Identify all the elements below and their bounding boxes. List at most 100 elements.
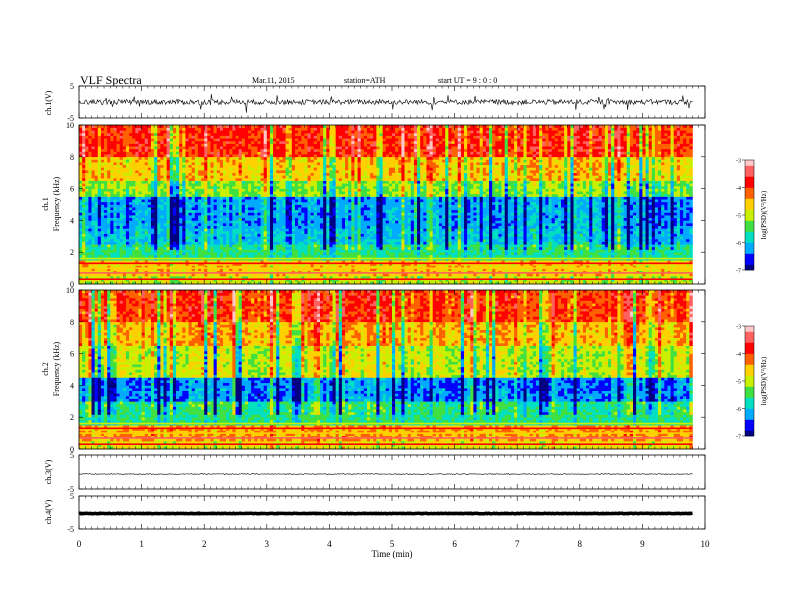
psd-cell bbox=[232, 268, 236, 272]
psd-cell bbox=[535, 268, 540, 272]
psd-cell bbox=[226, 228, 230, 232]
psd-cell bbox=[110, 244, 114, 248]
psd-cell bbox=[348, 260, 352, 264]
psd-cell bbox=[298, 249, 302, 253]
psd-cell bbox=[611, 252, 615, 256]
psd-cell bbox=[586, 268, 590, 272]
psd-cell bbox=[645, 233, 649, 237]
psd-cell bbox=[141, 249, 146, 253]
psd-cell bbox=[357, 233, 361, 237]
psd-cell bbox=[304, 238, 308, 242]
psd-cell bbox=[222, 233, 227, 237]
psd-cell bbox=[651, 246, 656, 250]
psd-cell bbox=[147, 254, 152, 258]
psd-cell bbox=[338, 260, 343, 264]
psd-cell bbox=[197, 262, 202, 266]
psd-cell bbox=[335, 236, 340, 240]
psd-cell bbox=[410, 236, 415, 240]
psd-cell bbox=[154, 273, 158, 277]
psd-cell bbox=[304, 228, 308, 232]
psd-cell bbox=[595, 281, 599, 285]
psd-cell bbox=[576, 246, 581, 250]
psd-cell bbox=[244, 223, 249, 226]
psd-cell bbox=[426, 220, 430, 224]
psd-cell bbox=[683, 238, 687, 242]
psd-cell bbox=[617, 223, 621, 226]
psd-cell bbox=[463, 220, 468, 224]
psd-cell bbox=[586, 244, 590, 248]
psd-cell bbox=[351, 278, 355, 282]
psd-cell bbox=[642, 228, 646, 232]
psd-cell bbox=[210, 268, 214, 272]
psd-cell bbox=[438, 228, 443, 232]
psd-cell bbox=[191, 225, 196, 229]
psd-cell bbox=[129, 241, 133, 245]
psd-cell bbox=[357, 273, 361, 277]
psd-cell bbox=[432, 268, 437, 272]
psd-cell bbox=[113, 265, 117, 269]
psd-cell bbox=[197, 228, 202, 232]
psd-cell bbox=[323, 244, 327, 248]
psd-cell bbox=[379, 278, 383, 282]
psd-cell bbox=[520, 252, 524, 256]
psd-cell bbox=[207, 252, 211, 256]
psd-cell bbox=[442, 281, 446, 285]
psd-cell bbox=[182, 228, 186, 232]
psd-cell bbox=[689, 223, 693, 226]
psd-cell bbox=[273, 231, 277, 234]
psd-cell bbox=[338, 233, 343, 237]
psd-cell bbox=[407, 273, 412, 277]
psd-cell bbox=[507, 260, 512, 264]
psd-cell bbox=[269, 244, 274, 248]
psd-cell bbox=[495, 233, 499, 237]
psd-cell bbox=[291, 236, 296, 240]
psd-cell bbox=[510, 238, 515, 242]
psd-cell bbox=[282, 276, 286, 279]
psd-cell bbox=[401, 246, 405, 250]
psd-cell bbox=[535, 252, 540, 256]
psd-cell bbox=[119, 217, 124, 221]
psd-cell bbox=[542, 236, 546, 240]
psd-cell bbox=[351, 223, 355, 226]
psd-cell bbox=[338, 236, 343, 240]
psd-cell bbox=[363, 244, 368, 248]
psd-cell bbox=[382, 260, 387, 264]
psd-cell bbox=[160, 252, 164, 256]
psd-cell bbox=[535, 262, 540, 266]
psd-cell bbox=[169, 262, 174, 266]
psd-cell bbox=[492, 262, 496, 266]
psd-cell bbox=[567, 281, 571, 285]
psd-cell bbox=[460, 249, 465, 253]
psd-cell bbox=[645, 228, 649, 232]
psd-cell bbox=[291, 265, 296, 269]
psd-cell bbox=[85, 223, 89, 226]
psd-cell bbox=[97, 278, 102, 282]
psd-cell bbox=[392, 278, 396, 282]
psd-cell bbox=[676, 225, 681, 229]
psd-cell bbox=[263, 231, 268, 234]
psd-cell bbox=[467, 268, 471, 272]
psd-cell bbox=[370, 265, 374, 269]
psd-cell bbox=[129, 262, 133, 266]
psd-cell bbox=[442, 254, 446, 258]
psd-cell bbox=[135, 225, 139, 229]
psd-cell bbox=[97, 238, 102, 242]
psd-cell bbox=[213, 268, 218, 272]
psd-cell bbox=[576, 276, 581, 279]
psd-cell bbox=[401, 236, 405, 240]
psd-cell bbox=[607, 238, 612, 242]
psd-cell bbox=[504, 265, 509, 269]
psd-cell bbox=[392, 231, 396, 234]
psd-cell bbox=[539, 225, 543, 229]
psd-cell bbox=[526, 241, 531, 245]
psd-cell bbox=[636, 268, 640, 272]
psd-cell bbox=[276, 276, 280, 279]
psd-cell bbox=[232, 225, 236, 229]
psd-cell bbox=[448, 273, 452, 277]
psd-cell bbox=[216, 233, 221, 237]
psd-cell bbox=[176, 268, 180, 272]
psd-cell bbox=[157, 244, 161, 248]
psd-cell bbox=[182, 254, 186, 258]
psd-cell bbox=[201, 254, 205, 258]
psd-cell bbox=[626, 231, 631, 234]
